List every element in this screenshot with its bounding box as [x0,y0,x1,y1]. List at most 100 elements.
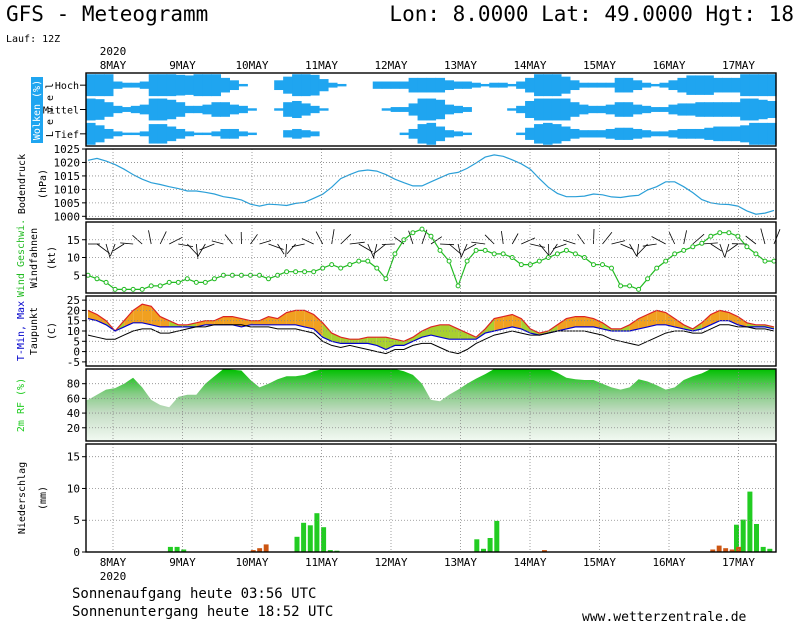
wind-barb [701,242,718,245]
wind-speed-point [130,286,136,292]
cloud-cell [327,82,338,88]
temp-range-fill [295,310,305,327]
wind-barb [211,240,224,245]
wind-speed-point [636,286,642,292]
cloud-cell [704,127,714,140]
cloud-cell [166,126,177,142]
precip-conv-bar [174,546,180,552]
cloud-cell [704,102,714,117]
cloud-cell [229,80,239,91]
pressure-line [87,154,775,215]
cloud-cell [668,104,679,115]
wind-barb [331,229,335,245]
cloud-cell [587,105,598,114]
cloud-cell [686,75,696,95]
cloud-cell [175,74,186,96]
precip-ls-bar [542,550,547,552]
cloud-cell [310,131,320,137]
temp-range-fill [656,310,666,325]
cloud-cell [139,104,150,115]
date-label-bottom: 17MAY [722,556,755,569]
wind-speed-point [618,283,624,289]
wind-speed-point [690,244,696,250]
cloud-cell [767,122,777,145]
wind-speed-point [464,258,470,264]
cloud-cell [587,82,598,88]
cloud-cell [130,105,141,114]
wind-barb [340,234,352,245]
cloud-cell [632,128,643,139]
y-tick-label: 1000 [54,210,81,223]
wind-speed-point [175,279,181,285]
cloud-cell [677,103,687,116]
cloud-cell [659,131,670,137]
windfahnen-ylabel: Windfahnen [29,228,40,288]
cloud-cell [569,128,580,139]
cloud-cell [247,132,257,136]
precip-conv-bar [740,519,746,552]
temp-range-fill [205,320,215,325]
cloud-cell [184,75,195,95]
temp-range-fill [503,314,513,329]
pressure-unit: (hPa) [38,169,49,199]
wind-barb [521,237,536,245]
cloud-cell [444,80,454,91]
wind-barb [291,243,305,248]
temp-range-fill [440,324,450,340]
cloud-cell [86,122,96,145]
cloud-cell [569,102,580,117]
wind-speed-point [482,247,488,253]
y-tick-label: 20 [67,304,80,317]
wind-speed-point [726,230,732,236]
wind-barb [642,243,657,247]
y-tick-label: 40 [67,407,80,420]
cloud-cell [435,126,446,142]
cloud-cell [560,126,571,142]
temp-range-fill [647,310,657,327]
precip-ls-bar [716,545,722,552]
wind-speed-point [374,265,380,271]
wind-barb [710,243,722,252]
cloud-cell [301,74,311,97]
cloud-cell [632,104,643,115]
temp-range-fill [394,339,404,346]
wind-barb [692,233,705,245]
wind-speed-point [473,247,479,253]
wind-speed-point [320,265,326,271]
cloud-level-label: Mittel [43,106,79,117]
y-tick-label: 15 [67,315,80,328]
wind-barb [408,230,414,245]
cloud-cell [399,132,410,136]
cloud-cell [623,127,634,140]
y-tick-label: 60 [67,392,80,405]
cloud-cell [435,99,446,120]
precip-conv-bar [494,520,500,552]
cloud-cell [130,82,141,88]
wind-speed-point [338,265,344,271]
temp-range-fill [376,337,386,350]
clouds-ylabel-bg [31,77,43,143]
cloud-cell [758,74,768,97]
temp-range-fill [133,304,143,323]
date-label-bottom: 11MAY [305,556,338,569]
cloud-cell [489,82,499,88]
cloud-cell [605,128,616,139]
temp-ylabel: T-Min, Max [16,301,27,361]
cloud-cell [722,126,732,142]
temp-range-fill [331,333,341,344]
cloud-cell [677,128,687,139]
wind-speed-point [627,283,633,289]
cloud-cell [713,102,723,117]
cloud-cell [408,77,419,93]
temp-range-fill [629,318,639,331]
temp-range-fill [575,316,585,327]
cloud-cell [623,102,634,117]
year-label-bottom: 2020 [100,570,127,583]
cloud-cell [220,77,230,93]
location-readout: Lon: 8.0000 Lat: 49.0000 Hgt: 18 [389,2,794,26]
cloud-cell [659,107,670,112]
wind-speed-point [500,251,506,257]
date-label-bottom: 14MAY [513,556,546,569]
wind-barb [224,234,233,245]
cloud-cell [301,130,311,138]
